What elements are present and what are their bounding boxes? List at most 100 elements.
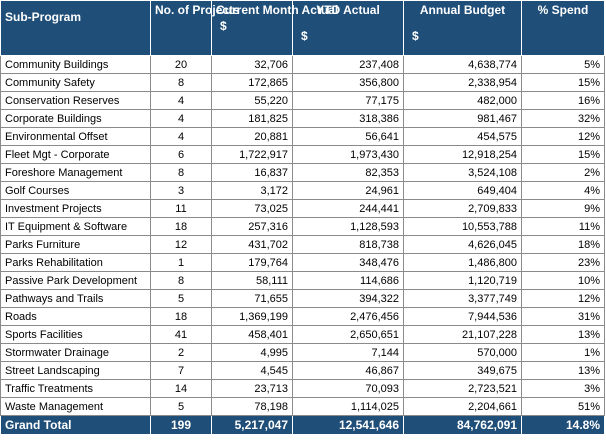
header-current-month-actual: Current Month Actual $	[211, 0, 338, 56]
cell-annual-budget: 4,638,774	[403, 55, 522, 74]
cell-ytd-actual: 82,353	[292, 163, 404, 182]
table-row: Traffic Treatments 14 23,713 70,093 2,723,52…	[0, 379, 605, 398]
header-sub-program: Sub-Program	[0, 0, 151, 56]
header-annual-budget-label: Annual Budget	[419, 3, 506, 17]
cell-no-of-projects: 8	[150, 163, 212, 182]
cell-annual-budget: 10,553,788	[403, 217, 522, 236]
cell-ytd-actual: 7,144	[292, 343, 404, 362]
cell-no-of-projects: 7	[150, 361, 212, 380]
cell-sub-program: Parks Rehabilitation	[0, 253, 151, 272]
cell-pct-spend: 18%	[521, 235, 605, 254]
cell-no-of-projects: 1	[150, 253, 212, 272]
cell-current-month-actual: 73,025	[211, 199, 293, 218]
cell-sub-program: Community Safety	[0, 73, 151, 92]
cell-no-of-projects: 4	[150, 109, 212, 128]
header-pct-spend: % Spend	[521, 0, 605, 56]
header-current-month-unit: $	[220, 19, 227, 33]
cell-ytd-actual: 237,408	[292, 55, 404, 74]
cell-pct-spend: 10%	[521, 271, 605, 290]
cell-sub-program: IT Equipment & Software	[0, 217, 151, 236]
cell-pct-spend: 5%	[521, 55, 605, 74]
cell-ytd-actual: 1,114,025	[292, 397, 404, 416]
cell-no-of-projects: 41	[150, 325, 212, 344]
table-row: Community Buildings 20 32,706 237,408 4,638,…	[0, 55, 605, 74]
table-footer: Grand Total 199 5,217,047 12,541,646 84,…	[0, 415, 605, 435]
header-row: Sub-Program No. of Projects Current Mont…	[0, 0, 605, 56]
cell-no-of-projects: 12	[150, 235, 212, 254]
cell-pct-spend: 13%	[521, 325, 605, 344]
cell-annual-budget: 2,338,954	[403, 73, 522, 92]
cell-sub-program: Traffic Treatments	[0, 379, 151, 398]
table-body: Community Buildings 20 32,706 237,408 4,638,…	[0, 55, 605, 416]
cell-ytd-actual: 1,128,593	[292, 217, 404, 236]
grand-total-projects: 199	[150, 415, 212, 435]
grand-total-spend: 14.8%	[521, 415, 605, 435]
cell-current-month-actual: 20,881	[211, 127, 293, 146]
cell-sub-program: Pathways and Trails	[0, 289, 151, 308]
cell-no-of-projects: 20	[150, 55, 212, 74]
table-header: Sub-Program No. of Projects Current Mont…	[0, 0, 605, 56]
cell-annual-budget: 4,626,045	[403, 235, 522, 254]
table-row: Foreshore Management 8 16,837 82,353 3,524,1…	[0, 163, 605, 182]
cell-sub-program: Golf Courses	[0, 181, 151, 200]
cell-ytd-actual: 56,641	[292, 127, 404, 146]
cell-annual-budget: 454,575	[403, 127, 522, 146]
header-annual-budget-unit: $	[412, 29, 419, 43]
cell-ytd-actual: 77,175	[292, 91, 404, 110]
cell-pct-spend: 12%	[521, 289, 605, 308]
cell-pct-spend: 9%	[521, 199, 605, 218]
cell-current-month-actual: 71,655	[211, 289, 293, 308]
cell-current-month-actual: 58,111	[211, 271, 293, 290]
table-row: Passive Park Development 8 58,111 114,686 1,…	[0, 271, 605, 290]
cell-ytd-actual: 348,476	[292, 253, 404, 272]
cell-no-of-projects: 11	[150, 199, 212, 218]
cell-pct-spend: 2%	[521, 163, 605, 182]
table-row: IT Equipment & Software 18 257,316 1,128,59…	[0, 217, 605, 236]
header-ytd-unit: $	[301, 29, 308, 43]
cell-pct-spend: 13%	[521, 361, 605, 380]
cell-annual-budget: 2,709,833	[403, 199, 522, 218]
table-row: Street Landscaping 7 4,545 46,867 349,675 13%	[0, 361, 605, 380]
cell-sub-program: Stormwater Drainage	[0, 343, 151, 362]
cell-ytd-actual: 46,867	[292, 361, 404, 380]
table-row: Investment Projects 11 73,025 244,441 2,709,…	[0, 199, 605, 218]
cell-current-month-actual: 181,825	[211, 109, 293, 128]
cell-annual-budget: 2,204,661	[403, 397, 522, 416]
cell-no-of-projects: 2	[150, 343, 212, 362]
header-annual-budget: Annual Budget $	[403, 0, 522, 56]
cell-annual-budget: 3,524,108	[403, 163, 522, 182]
cell-sub-program: Environmental Offset	[0, 127, 151, 146]
cell-sub-program: Foreshore Management	[0, 163, 151, 182]
cell-current-month-actual: 4,545	[211, 361, 293, 380]
cell-annual-budget: 349,675	[403, 361, 522, 380]
cell-sub-program: Conservation Reserves	[0, 91, 151, 110]
cell-current-month-actual: 458,401	[211, 325, 293, 344]
header-ytd-label: YTD Actual	[316, 3, 380, 17]
cell-pct-spend: 32%	[521, 109, 605, 128]
cell-current-month-actual: 179,764	[211, 253, 293, 272]
grand-total-row: Grand Total 199 5,217,047 12,541,646 84,…	[0, 415, 605, 435]
table-row: Community Safety 8 172,865 356,800 2,338,954…	[0, 73, 605, 92]
cell-sub-program: Sports Facilities	[0, 325, 151, 344]
header-current-month-label: Current Month Actual	[216, 3, 339, 17]
table-row: Roads 18 1,369,199 2,476,456 7,944,536 31%	[0, 307, 605, 326]
cell-sub-program: Community Buildings	[0, 55, 151, 74]
cell-ytd-actual: 356,800	[292, 73, 404, 92]
cell-no-of-projects: 5	[150, 289, 212, 308]
cell-annual-budget: 3,377,749	[403, 289, 522, 308]
cell-no-of-projects: 3	[150, 181, 212, 200]
cell-pct-spend: 12%	[521, 127, 605, 146]
cell-current-month-actual: 172,865	[211, 73, 293, 92]
grand-total-ytd: 12,541,646	[292, 415, 404, 435]
cell-annual-budget: 2,723,521	[403, 379, 522, 398]
cell-no-of-projects: 8	[150, 73, 212, 92]
cell-pct-spend: 16%	[521, 91, 605, 110]
table-row: Golf Courses 3 3,172 24,961 649,404 4%	[0, 181, 605, 200]
cell-no-of-projects: 4	[150, 91, 212, 110]
cell-ytd-actual: 318,386	[292, 109, 404, 128]
cell-current-month-actual: 3,172	[211, 181, 293, 200]
cell-sub-program: Investment Projects	[0, 199, 151, 218]
cell-pct-spend: 3%	[521, 379, 605, 398]
table-row: Stormwater Drainage 2 4,995 7,144 570,000 1%	[0, 343, 605, 362]
